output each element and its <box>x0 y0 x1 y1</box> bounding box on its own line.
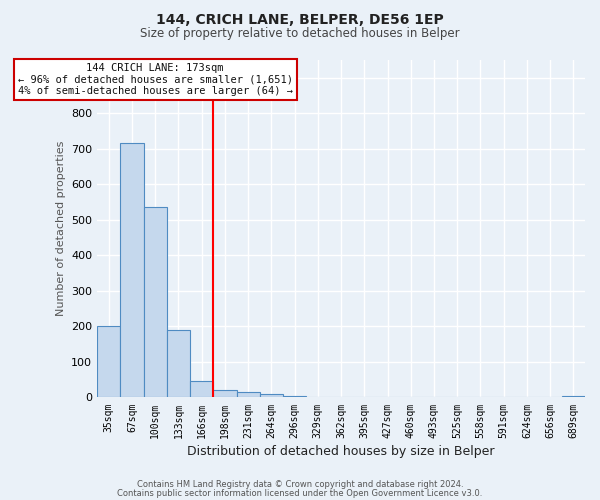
Text: Size of property relative to detached houses in Belper: Size of property relative to detached ho… <box>140 28 460 40</box>
Bar <box>167 330 190 398</box>
Bar <box>283 396 306 398</box>
Text: Contains HM Land Registry data © Crown copyright and database right 2024.: Contains HM Land Registry data © Crown c… <box>137 480 463 489</box>
Text: Contains public sector information licensed under the Open Government Licence v3: Contains public sector information licen… <box>118 490 482 498</box>
Bar <box>562 396 585 398</box>
Bar <box>121 144 143 398</box>
Bar <box>190 382 213 398</box>
Bar <box>213 390 236 398</box>
Bar <box>97 326 121 398</box>
Bar <box>236 392 260 398</box>
Text: 144, CRICH LANE, BELPER, DE56 1EP: 144, CRICH LANE, BELPER, DE56 1EP <box>156 12 444 26</box>
Bar <box>260 394 283 398</box>
X-axis label: Distribution of detached houses by size in Belper: Distribution of detached houses by size … <box>187 444 495 458</box>
Y-axis label: Number of detached properties: Number of detached properties <box>56 141 65 316</box>
Text: 144 CRICH LANE: 173sqm
← 96% of detached houses are smaller (1,651)
4% of semi-d: 144 CRICH LANE: 173sqm ← 96% of detached… <box>18 63 293 96</box>
Bar <box>143 208 167 398</box>
